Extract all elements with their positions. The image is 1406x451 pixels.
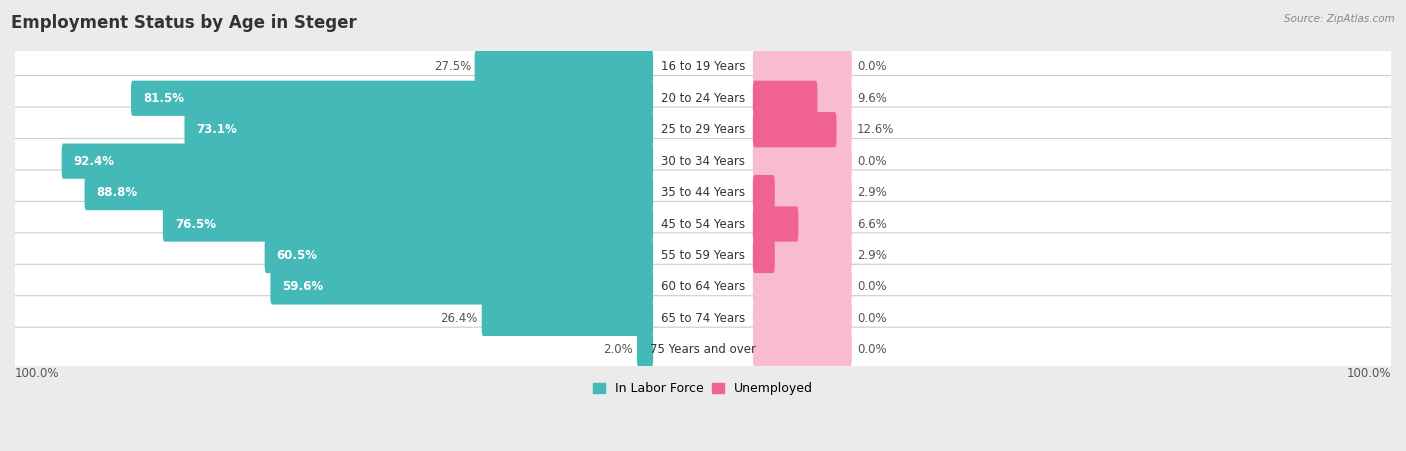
FancyBboxPatch shape — [13, 202, 1393, 247]
Text: 60 to 64 Years: 60 to 64 Years — [661, 281, 745, 294]
Text: Employment Status by Age in Steger: Employment Status by Age in Steger — [11, 14, 357, 32]
FancyBboxPatch shape — [752, 112, 837, 147]
FancyBboxPatch shape — [752, 207, 852, 242]
FancyBboxPatch shape — [475, 49, 654, 84]
Text: 35 to 44 Years: 35 to 44 Years — [661, 186, 745, 199]
FancyBboxPatch shape — [62, 143, 654, 179]
Text: 12.6%: 12.6% — [856, 123, 894, 136]
Text: 100.0%: 100.0% — [15, 367, 59, 380]
Text: 60.5%: 60.5% — [277, 249, 318, 262]
FancyBboxPatch shape — [13, 138, 1393, 184]
FancyBboxPatch shape — [752, 112, 852, 147]
Text: Source: ZipAtlas.com: Source: ZipAtlas.com — [1284, 14, 1395, 23]
FancyBboxPatch shape — [752, 301, 852, 336]
Text: 27.5%: 27.5% — [433, 60, 471, 74]
Text: 100.0%: 100.0% — [1347, 367, 1391, 380]
FancyBboxPatch shape — [270, 269, 654, 304]
FancyBboxPatch shape — [752, 143, 852, 179]
Text: 6.6%: 6.6% — [856, 217, 887, 230]
FancyBboxPatch shape — [752, 269, 852, 304]
FancyBboxPatch shape — [13, 296, 1393, 341]
FancyBboxPatch shape — [752, 175, 852, 210]
FancyBboxPatch shape — [13, 233, 1393, 278]
FancyBboxPatch shape — [163, 207, 654, 242]
Text: 16 to 19 Years: 16 to 19 Years — [661, 60, 745, 74]
FancyBboxPatch shape — [13, 107, 1393, 152]
Text: 2.9%: 2.9% — [856, 186, 887, 199]
Text: 55 to 59 Years: 55 to 59 Years — [661, 249, 745, 262]
Text: 75 Years and over: 75 Years and over — [650, 343, 756, 356]
FancyBboxPatch shape — [482, 301, 654, 336]
FancyBboxPatch shape — [131, 81, 654, 116]
Legend: In Labor Force, Unemployed: In Labor Force, Unemployed — [588, 377, 818, 400]
Text: 65 to 74 Years: 65 to 74 Years — [661, 312, 745, 325]
Text: 45 to 54 Years: 45 to 54 Years — [661, 217, 745, 230]
FancyBboxPatch shape — [752, 238, 852, 273]
FancyBboxPatch shape — [13, 327, 1393, 373]
Text: 76.5%: 76.5% — [174, 217, 217, 230]
Text: 0.0%: 0.0% — [856, 343, 887, 356]
Text: 30 to 34 Years: 30 to 34 Years — [661, 155, 745, 168]
FancyBboxPatch shape — [184, 112, 654, 147]
Text: 0.0%: 0.0% — [856, 60, 887, 74]
FancyBboxPatch shape — [637, 332, 654, 368]
FancyBboxPatch shape — [84, 175, 654, 210]
FancyBboxPatch shape — [752, 81, 852, 116]
Text: 0.0%: 0.0% — [856, 312, 887, 325]
FancyBboxPatch shape — [752, 49, 852, 84]
FancyBboxPatch shape — [264, 238, 654, 273]
Text: 26.4%: 26.4% — [440, 312, 478, 325]
Text: 73.1%: 73.1% — [197, 123, 238, 136]
Text: 88.8%: 88.8% — [97, 186, 138, 199]
FancyBboxPatch shape — [752, 332, 852, 368]
Text: 0.0%: 0.0% — [856, 281, 887, 294]
Text: 2.9%: 2.9% — [856, 249, 887, 262]
Text: 20 to 24 Years: 20 to 24 Years — [661, 92, 745, 105]
FancyBboxPatch shape — [752, 238, 775, 273]
FancyBboxPatch shape — [13, 264, 1393, 309]
Text: 59.6%: 59.6% — [283, 281, 323, 294]
Text: 25 to 29 Years: 25 to 29 Years — [661, 123, 745, 136]
FancyBboxPatch shape — [13, 44, 1393, 89]
FancyBboxPatch shape — [752, 175, 775, 210]
Text: 81.5%: 81.5% — [143, 92, 184, 105]
FancyBboxPatch shape — [752, 81, 817, 116]
FancyBboxPatch shape — [752, 207, 799, 242]
FancyBboxPatch shape — [13, 170, 1393, 215]
Text: 9.6%: 9.6% — [856, 92, 887, 105]
Text: 0.0%: 0.0% — [856, 155, 887, 168]
Text: 2.0%: 2.0% — [603, 343, 633, 356]
FancyBboxPatch shape — [13, 76, 1393, 121]
Text: 92.4%: 92.4% — [73, 155, 115, 168]
